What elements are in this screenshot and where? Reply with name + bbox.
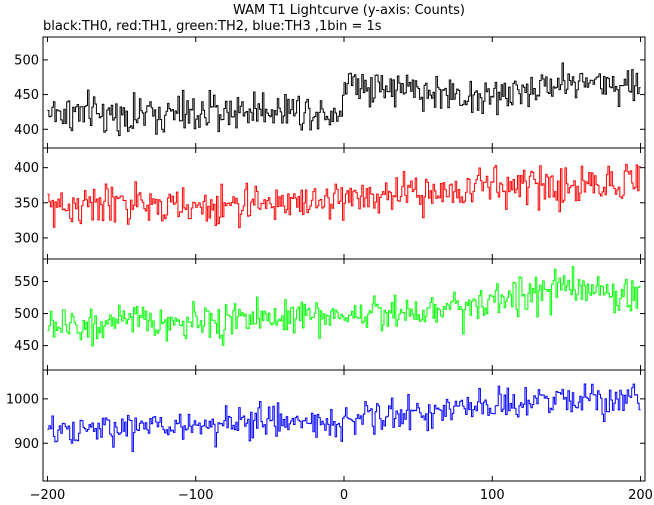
panel-th1: 300 350 400 <box>14 147 646 260</box>
y-tick-label: 450 <box>14 88 39 103</box>
y-tick-label: 500 <box>14 53 39 68</box>
y-tick-label: 450 <box>14 339 39 354</box>
x-tick-label: −100 <box>178 488 214 503</box>
panel-th3: 900 1000 <box>6 369 646 482</box>
series-line-th1 <box>47 163 641 229</box>
x-tick-label: 0 <box>340 488 348 503</box>
y-tick-label: 550 <box>14 275 39 290</box>
series-line-th3 <box>47 383 641 452</box>
y-tick-label: 400 <box>14 123 39 138</box>
panel-th2: 450 500 550 <box>14 258 646 371</box>
x-tick-label: 200 <box>628 488 653 503</box>
y-tick-label: 500 <box>14 307 39 322</box>
y-tick-label: 350 <box>14 196 39 211</box>
chart-subtitle: black:TH0, red:TH1, green:TH2, blue:TH3 … <box>43 19 382 34</box>
x-tick-label: −200 <box>30 488 66 503</box>
y-tick-label: 1000 <box>6 392 39 407</box>
series-line-th2 <box>47 266 641 347</box>
panel-th0: 400 450 500 <box>14 36 646 149</box>
series-line-th0 <box>47 62 641 137</box>
y-tick-label: 300 <box>14 231 39 246</box>
x-tick-label: 100 <box>480 488 505 503</box>
y-tick-label: 400 <box>14 161 39 176</box>
chart-title: WAM T1 Lightcurve (y-axis: Counts) <box>233 3 465 18</box>
panel-frame <box>42 369 646 482</box>
y-tick-label: 900 <box>14 437 39 452</box>
